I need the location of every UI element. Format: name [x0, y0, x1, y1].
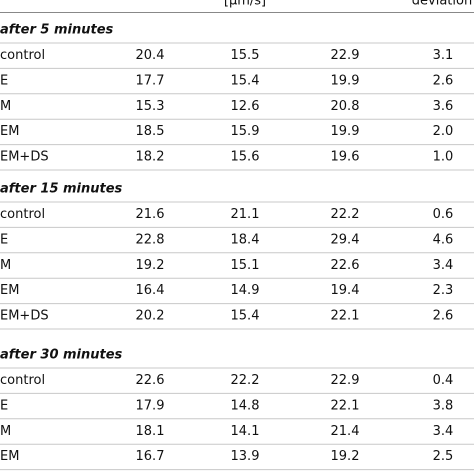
cell-value: 22.1: [331, 398, 360, 413]
cell-value: 19.2: [331, 449, 360, 464]
row-label: control: [0, 48, 45, 63]
cell-value: 3.4: [433, 424, 454, 439]
cell-value: 0.4: [433, 373, 454, 388]
cell-value: 21.6: [136, 207, 165, 222]
cell-value: 3.6: [433, 99, 454, 114]
cell-value: 4.6: [433, 232, 454, 247]
cell-value: 20.4: [136, 48, 165, 63]
cell-value: 15.4: [231, 73, 260, 88]
row-label: EM+DS: [0, 150, 49, 165]
cell-value: 22.6: [136, 373, 165, 388]
cell-value: 2.6: [433, 309, 454, 324]
cell-value: 12.6: [231, 99, 260, 114]
row-label: EM: [0, 124, 19, 139]
cell-value: 19.9: [331, 73, 360, 88]
row-label: E: [0, 398, 8, 413]
row-label: control: [0, 207, 45, 222]
cell-value: 19.4: [331, 283, 360, 298]
cell-value: 16.7: [136, 449, 165, 464]
cell-value: 18.2: [136, 150, 165, 165]
section-title: after 15 minutes: [0, 182, 123, 197]
cell-value: 3.4: [433, 258, 454, 273]
cell-value: 29.4: [331, 232, 360, 247]
cell-value: 14.1: [231, 424, 260, 439]
cell-value: 17.9: [136, 398, 165, 413]
cell-value: 0.6: [433, 207, 454, 222]
cell-value: 15.3: [136, 99, 165, 114]
cell-value: 2.3: [433, 283, 454, 298]
cell-value: 22.2: [231, 373, 260, 388]
cell-value: 15.6: [231, 150, 260, 165]
cell-value: 1.0: [433, 150, 454, 165]
row-label: EM: [0, 449, 19, 464]
header-deviation: deviation: [412, 0, 472, 9]
cell-value: 20.2: [136, 309, 165, 324]
row-label: control: [0, 373, 45, 388]
cell-value: 22.9: [331, 48, 360, 63]
cell-value: 15.4: [231, 309, 260, 324]
cell-value: 3.8: [433, 398, 454, 413]
cell-value: 22.2: [331, 207, 360, 222]
cell-value: 21.1: [231, 207, 260, 222]
cell-value: 15.5: [231, 48, 260, 63]
cell-value: 14.8: [231, 398, 260, 413]
cell-value: 22.1: [331, 309, 360, 324]
cell-value: 16.4: [136, 283, 165, 298]
row-label: E: [0, 232, 8, 247]
cell-value: 18.4: [231, 232, 260, 247]
cell-value: 2.6: [433, 73, 454, 88]
cell-value: 17.7: [136, 73, 165, 88]
section-title: after 5 minutes: [0, 23, 114, 38]
cell-value: 15.9: [231, 124, 260, 139]
cell-value: 15.1: [231, 258, 260, 273]
section-title: after 30 minutes: [0, 348, 123, 363]
cell-value: 18.1: [136, 424, 165, 439]
cell-value: 22.6: [331, 258, 360, 273]
cell-value: 3.1: [433, 48, 454, 63]
header-unit: [µm/s]: [224, 0, 266, 9]
cell-value: 21.4: [331, 424, 360, 439]
cell-value: 2.0: [433, 124, 454, 139]
row-label: M: [0, 424, 11, 439]
cell-value: 2.5: [433, 449, 454, 464]
cell-value: 18.5: [136, 124, 165, 139]
cell-value: 22.8: [136, 232, 165, 247]
cell-value: 19.9: [331, 124, 360, 139]
row-label: M: [0, 258, 11, 273]
cell-value: 22.9: [331, 373, 360, 388]
row-label: M: [0, 99, 11, 114]
cell-value: 19.6: [331, 150, 360, 165]
row-label: EM+DS: [0, 309, 49, 324]
cell-value: 13.9: [231, 449, 260, 464]
row-label: EM: [0, 283, 19, 298]
cell-value: 20.8: [331, 99, 360, 114]
row-label: E: [0, 73, 8, 88]
cell-value: 19.2: [136, 258, 165, 273]
cell-value: 14.9: [231, 283, 260, 298]
